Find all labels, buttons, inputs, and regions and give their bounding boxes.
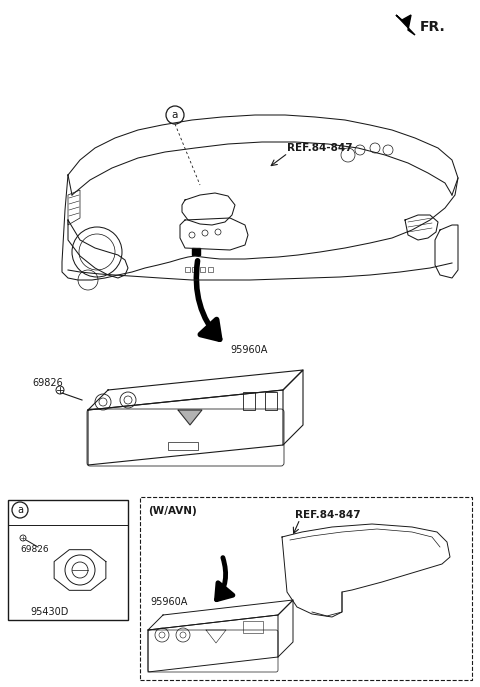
FancyArrowPatch shape bbox=[216, 558, 233, 600]
Bar bbox=[192, 267, 197, 272]
Text: REF.84-847: REF.84-847 bbox=[295, 510, 360, 520]
Bar bbox=[243, 621, 263, 633]
Polygon shape bbox=[192, 248, 200, 255]
Text: a: a bbox=[172, 110, 178, 120]
Bar bbox=[208, 267, 213, 272]
Bar bbox=[200, 267, 205, 272]
Bar bbox=[265, 392, 277, 410]
Bar bbox=[8, 500, 128, 620]
Text: FR.: FR. bbox=[420, 20, 446, 34]
Bar bbox=[185, 267, 190, 272]
Polygon shape bbox=[68, 190, 80, 225]
Text: 95960A: 95960A bbox=[150, 597, 187, 607]
Polygon shape bbox=[396, 15, 415, 35]
Text: REF.84-847: REF.84-847 bbox=[287, 143, 353, 153]
Bar bbox=[243, 392, 255, 410]
Bar bbox=[168, 442, 198, 450]
Text: a: a bbox=[17, 505, 23, 515]
Text: 69826: 69826 bbox=[20, 545, 48, 554]
FancyArrowPatch shape bbox=[196, 261, 220, 339]
Text: (W/AVN): (W/AVN) bbox=[148, 506, 197, 516]
Text: 95960A: 95960A bbox=[230, 345, 267, 355]
Bar bbox=[140, 497, 472, 680]
Text: 69826: 69826 bbox=[33, 378, 63, 388]
Text: 95430D: 95430D bbox=[30, 607, 68, 617]
Polygon shape bbox=[178, 410, 202, 425]
